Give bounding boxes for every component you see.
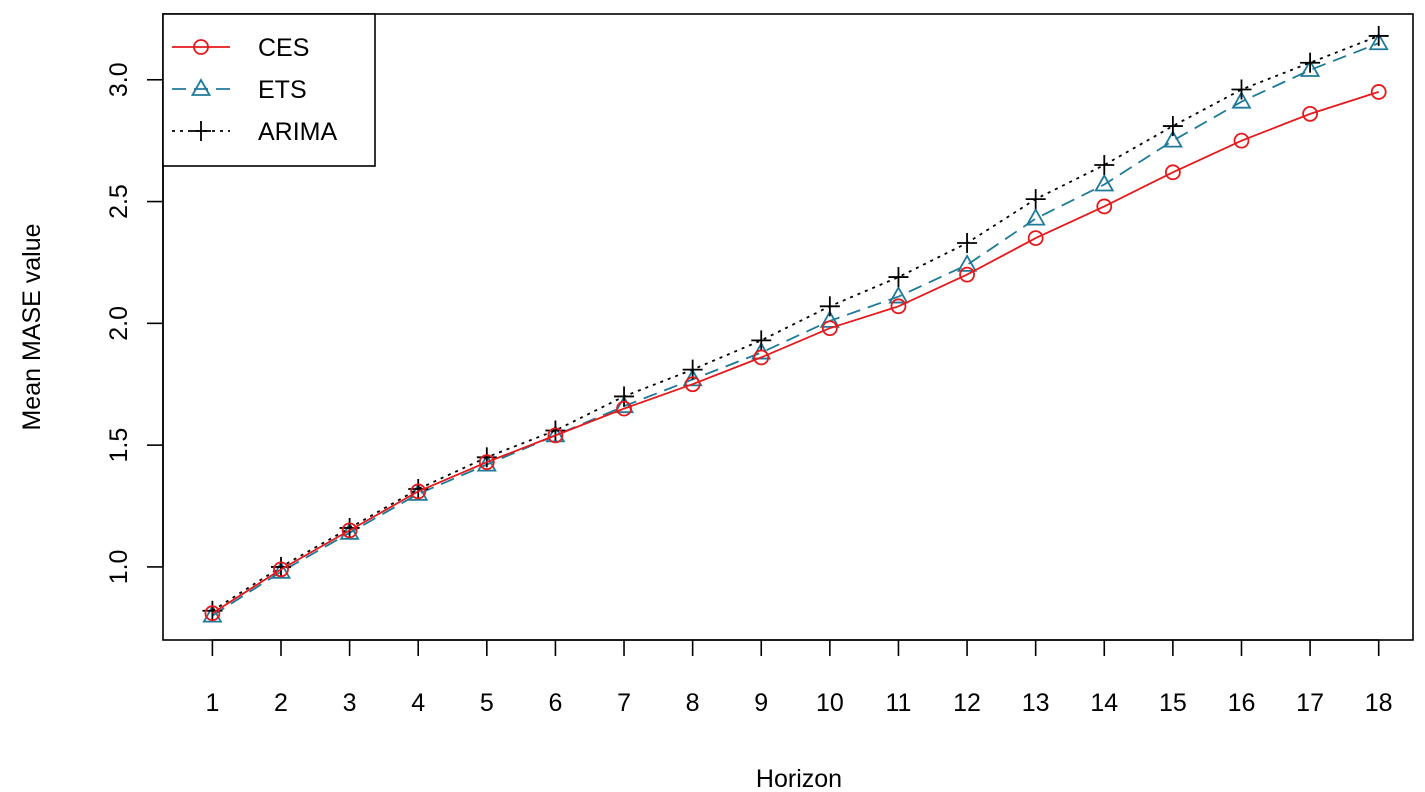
data-point-ets xyxy=(1231,90,1252,109)
x-axis: 1 2 3 4 5 6 7 8 9 10 11 12 13 14 15 16 17 18 xyxy=(205,639,1393,717)
y-tick-label: 1.0 xyxy=(105,550,133,585)
data-point-ces xyxy=(959,266,975,283)
legend-item-ces: CES xyxy=(172,34,309,62)
legend-items: CES ETS ARIMA xyxy=(172,34,338,146)
data-point-ces xyxy=(204,605,221,622)
data-point-arima xyxy=(751,330,772,351)
data-point-ces xyxy=(616,400,632,417)
data-point-arima xyxy=(1231,79,1252,100)
series-line-arima xyxy=(211,35,1380,612)
legend-marker-arima xyxy=(191,121,211,141)
data-point-ces xyxy=(478,454,495,471)
x-tick-label: 18 xyxy=(1365,689,1393,717)
data-point-ces xyxy=(1302,105,1318,122)
series-ets xyxy=(202,32,1389,623)
data-point-ces xyxy=(410,483,427,500)
data-point-ces xyxy=(1027,230,1044,246)
data-point-arima xyxy=(682,359,703,380)
legend-label-ets: ETS xyxy=(258,76,307,104)
data-point-arima xyxy=(1094,155,1115,176)
x-tick-label: 11 xyxy=(885,689,911,717)
data-point-ets xyxy=(957,254,978,272)
series-line-ces xyxy=(211,91,1379,614)
data-point-arima xyxy=(614,386,635,407)
data-point-ets xyxy=(1094,173,1115,192)
data-point-arima xyxy=(819,296,840,317)
data-point-ces xyxy=(821,320,838,337)
data-point-ets xyxy=(613,395,635,414)
y-tick-label: 2.5 xyxy=(105,184,133,219)
x-axis-title: Horizon xyxy=(756,765,842,792)
x-tick-label: 15 xyxy=(1159,689,1187,717)
x-tick-label: 6 xyxy=(548,689,562,717)
data-point-ets xyxy=(1025,207,1046,226)
y-axis: 1.0 1.5 2.0 2.5 3.0 xyxy=(105,62,164,585)
data-point-ets xyxy=(819,310,840,328)
y-tick-label: 1.5 xyxy=(105,428,133,463)
data-point-ces xyxy=(684,376,701,393)
data-point-arima xyxy=(957,232,978,253)
series-line-ets xyxy=(211,42,1380,617)
data-point-arima xyxy=(1025,189,1046,210)
x-tick-label: 12 xyxy=(953,689,981,717)
x-tick-label: 7 xyxy=(617,689,631,717)
x-tick-label: 13 xyxy=(1022,689,1050,717)
x-tick-label: 16 xyxy=(1228,689,1256,717)
data-point-ets xyxy=(1162,129,1183,148)
legend-label-arima: ARIMA xyxy=(258,118,338,146)
data-point-ces xyxy=(273,561,289,578)
data-point-ets xyxy=(202,604,223,623)
y-tick-label: 2.0 xyxy=(105,306,133,341)
data-point-ets xyxy=(1368,32,1389,51)
data-point-arima xyxy=(476,447,497,468)
x-tick-label: 10 xyxy=(816,689,844,717)
legend-label-ces: CES xyxy=(258,34,309,62)
data-point-ces xyxy=(1096,198,1113,215)
legend-marker-ces xyxy=(193,39,209,55)
legend: CES ETS ARIMA xyxy=(162,13,376,167)
legend-box xyxy=(162,13,376,167)
data-point-ets xyxy=(1300,59,1321,77)
x-tick-label: 14 xyxy=(1090,689,1118,717)
x-tick-label: 5 xyxy=(480,689,494,717)
data-point-arima xyxy=(1368,25,1389,46)
data-point-arima xyxy=(545,420,566,441)
data-point-arima xyxy=(1162,116,1183,137)
data-point-ces xyxy=(1370,84,1387,100)
legend-item-arima: ARIMA xyxy=(172,118,338,146)
x-tick-label: 8 xyxy=(686,689,700,717)
data-point-arima xyxy=(1300,52,1321,73)
data-point-ces xyxy=(341,522,358,539)
x-tick-label: 4 xyxy=(411,689,425,717)
data-point-arima xyxy=(888,267,909,288)
y-axis-title: Mean MASE value xyxy=(18,223,46,430)
data-point-ets xyxy=(888,285,909,304)
x-tick-label: 9 xyxy=(754,689,768,717)
legend-item-ets: ETS xyxy=(172,76,307,104)
series-layer xyxy=(202,25,1389,623)
data-point-ets xyxy=(270,560,292,579)
y-tick-label: 3.0 xyxy=(105,62,133,97)
x-tick-label: 1 xyxy=(205,689,219,717)
legend-marker-ets xyxy=(190,78,212,96)
x-tick-label: 17 xyxy=(1296,689,1324,717)
data-point-ces xyxy=(753,349,770,366)
series-arima xyxy=(202,25,1389,621)
x-tick-label: 2 xyxy=(274,689,288,717)
x-tick-label: 3 xyxy=(343,689,357,717)
data-point-ces xyxy=(1233,132,1250,149)
data-point-ces xyxy=(547,427,564,444)
series-ces xyxy=(204,84,1387,622)
data-point-ces xyxy=(890,298,907,315)
data-point-ces xyxy=(1164,164,1181,181)
